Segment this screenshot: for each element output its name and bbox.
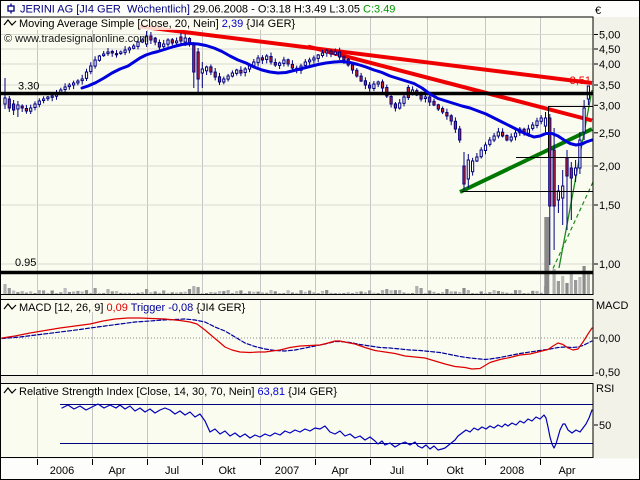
svg-text:Apr: Apr (108, 465, 125, 477)
svg-text:3.30: 3.30 (18, 81, 39, 93)
svg-text:MACD [12, 26, 9] 0,09 Trigger: MACD [12, 26, 9] 0,09 Trigger -0,08 {JI4… (19, 302, 246, 314)
svg-text:Jul: Jul (390, 465, 404, 477)
svg-text:Moving Average Simple [Close,: Moving Average Simple [Close, 20, Nein] … (19, 18, 296, 30)
svg-text:5,00: 5,00 (599, 30, 620, 42)
svg-text:50: 50 (599, 420, 611, 432)
svg-text:JERINI AG [JI4 GER Wöchentlic: JERINI AG [JI4 GER Wöchentlich] 29.06.20… (20, 4, 395, 16)
svg-text:© www.tradesignalonline.com: © www.tradesignalonline.com (4, 33, 148, 45)
svg-text:2006: 2006 (50, 465, 74, 477)
svg-text:3,00: 3,00 (599, 100, 620, 112)
svg-text:1,00: 1,00 (599, 259, 620, 271)
svg-text:€: € (595, 5, 601, 17)
svg-text:Jul: Jul (165, 465, 179, 477)
svg-text:0,00: 0,00 (599, 333, 620, 345)
svg-text:Okt: Okt (218, 465, 235, 477)
svg-text:Apr: Apr (331, 465, 348, 477)
svg-text:4,00: 4,00 (599, 59, 620, 71)
svg-text:2,50: 2,50 (599, 128, 620, 140)
svg-text:Apr: Apr (558, 465, 575, 477)
svg-text:2008: 2008 (500, 465, 524, 477)
svg-text:3,50: 3,50 (599, 80, 620, 92)
svg-text:2,00: 2,00 (599, 161, 620, 173)
svg-text:-0,50: -0,50 (595, 367, 620, 379)
svg-text:4,50: 4,50 (599, 44, 620, 56)
svg-text:Okt: Okt (446, 465, 463, 477)
svg-text:0.95: 0.95 (15, 257, 36, 269)
svg-text:1,50: 1,50 (599, 200, 620, 212)
svg-text:Relative Strength Index [Close: Relative Strength Index [Close, 14, 30, … (19, 386, 337, 398)
svg-text:RSI: RSI (596, 383, 614, 395)
svg-text:3,51: 3,51 (570, 75, 591, 87)
svg-text:2007: 2007 (275, 465, 299, 477)
svg-text:MACD: MACD (596, 300, 628, 312)
